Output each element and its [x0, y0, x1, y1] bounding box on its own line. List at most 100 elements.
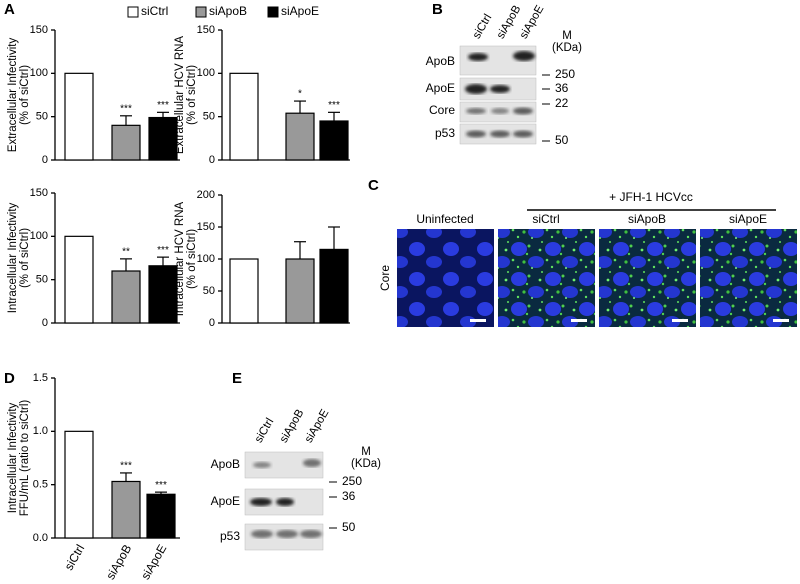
- panel-label: E: [232, 370, 242, 387]
- y-tick-label: 100: [197, 67, 215, 79]
- significance: *: [298, 89, 302, 100]
- row-label: p53: [435, 126, 455, 140]
- panel-label: C: [368, 177, 379, 194]
- band: [253, 462, 271, 468]
- band: [276, 530, 298, 538]
- band: [251, 530, 273, 538]
- marker-label: 50: [555, 133, 569, 147]
- bar: [148, 265, 178, 324]
- column-label: siCtrl: [532, 212, 559, 226]
- bar: [229, 72, 259, 161]
- scale-bar: [773, 319, 789, 322]
- y-tick-label: 150: [30, 187, 48, 199]
- marker-label: 250: [342, 474, 362, 488]
- significance: ***: [120, 461, 132, 472]
- y-axis-label: (% of siCtrl): [186, 229, 198, 289]
- y-tick-label: 0: [42, 317, 48, 329]
- lane-label: siCtrl: [471, 12, 494, 41]
- row-label: ApoE: [211, 494, 240, 508]
- band: [303, 459, 321, 467]
- y-tick-label: 0: [209, 317, 215, 329]
- marker-header: (KDa): [351, 458, 381, 470]
- micrograph: [498, 229, 595, 327]
- y-axis-label: (% of siCtrl): [19, 65, 31, 125]
- row-label: ApoB: [211, 457, 240, 471]
- bar: [285, 258, 315, 324]
- significance: ***: [328, 100, 340, 111]
- blot-b: [459, 45, 537, 145]
- bar: [111, 124, 141, 161]
- panel-label: D: [4, 370, 15, 387]
- band: [276, 498, 294, 506]
- marker-header: M: [562, 30, 572, 42]
- bar: [319, 248, 349, 324]
- legend-label: siApoB: [209, 4, 247, 18]
- bar: [319, 120, 349, 161]
- row-label: Core: [429, 103, 455, 117]
- significance: ***: [157, 100, 169, 111]
- marker-label: 36: [555, 81, 569, 95]
- significance: **: [122, 247, 130, 258]
- y-tick-label: 1.5: [33, 372, 48, 384]
- y-tick-label: 200: [197, 189, 215, 201]
- y-axis-label: (% of siCtrl): [19, 228, 31, 288]
- y-tick-label: 50: [203, 111, 215, 123]
- y-axis-label: (% of siCtrl): [186, 65, 198, 125]
- significance: ***: [157, 245, 169, 256]
- scale-bar: [672, 319, 688, 322]
- y-axis-label: Intracellular Infectivity: [7, 202, 19, 313]
- marker-label: 22: [555, 96, 569, 110]
- bar: [229, 258, 259, 324]
- marker-label: 50: [342, 520, 356, 534]
- band: [250, 498, 272, 506]
- y-tick-label: 50: [203, 285, 215, 297]
- marker-label: 36: [342, 489, 356, 503]
- x-tick-label: siApoE: [138, 542, 169, 582]
- panel-label: A: [4, 1, 15, 18]
- row-label: p53: [220, 529, 240, 543]
- bar: [285, 112, 315, 161]
- legend-swatch: [267, 6, 279, 18]
- micrograph: [599, 229, 696, 327]
- micrograph: [700, 229, 797, 327]
- micrograph: [397, 229, 494, 327]
- lane-label: siApoE: [303, 407, 332, 445]
- bar: [64, 235, 94, 324]
- micrographs: [397, 209, 797, 327]
- row-label: Core: [378, 265, 392, 291]
- bar: [111, 270, 141, 324]
- row-label: ApoE: [426, 81, 455, 95]
- lane-label: siCtrl: [253, 416, 276, 445]
- y-tick-label: 0.5: [33, 479, 48, 491]
- y-tick-label: 0: [42, 154, 48, 166]
- x-tick-label: siCtrl: [62, 542, 88, 573]
- y-tick-label: 100: [197, 253, 215, 265]
- legend-swatch: [195, 6, 207, 18]
- band: [513, 130, 533, 138]
- panel-label: B: [432, 1, 443, 18]
- legend-label: siApoE: [281, 4, 319, 18]
- column-label: Uninfected: [416, 212, 473, 226]
- blot-e: [244, 451, 324, 551]
- y-tick-label: 150: [197, 24, 215, 36]
- bar: [64, 72, 94, 161]
- significance: ***: [120, 103, 132, 114]
- x-tick-label: siApoB: [103, 542, 134, 582]
- band: [300, 530, 322, 538]
- band: [466, 108, 486, 114]
- y-tick-label: 50: [36, 274, 48, 286]
- band: [490, 85, 510, 93]
- significance: ***: [155, 480, 167, 491]
- scale-bar: [470, 319, 486, 322]
- y-axis-label: Extracellular HCV RNA: [174, 36, 186, 155]
- y-tick-label: 1.0: [33, 425, 48, 437]
- marker-label: 250: [555, 67, 575, 81]
- band: [468, 53, 488, 61]
- y-tick-label: 50: [36, 111, 48, 123]
- group-label: + JFH-1 HCVcc: [609, 190, 693, 204]
- band: [513, 107, 533, 115]
- marker-header: M: [361, 446, 371, 458]
- row-label: ApoB: [426, 54, 455, 68]
- y-tick-label: 100: [30, 230, 48, 242]
- y-axis-label: Intracellular HCV RNA: [174, 201, 186, 316]
